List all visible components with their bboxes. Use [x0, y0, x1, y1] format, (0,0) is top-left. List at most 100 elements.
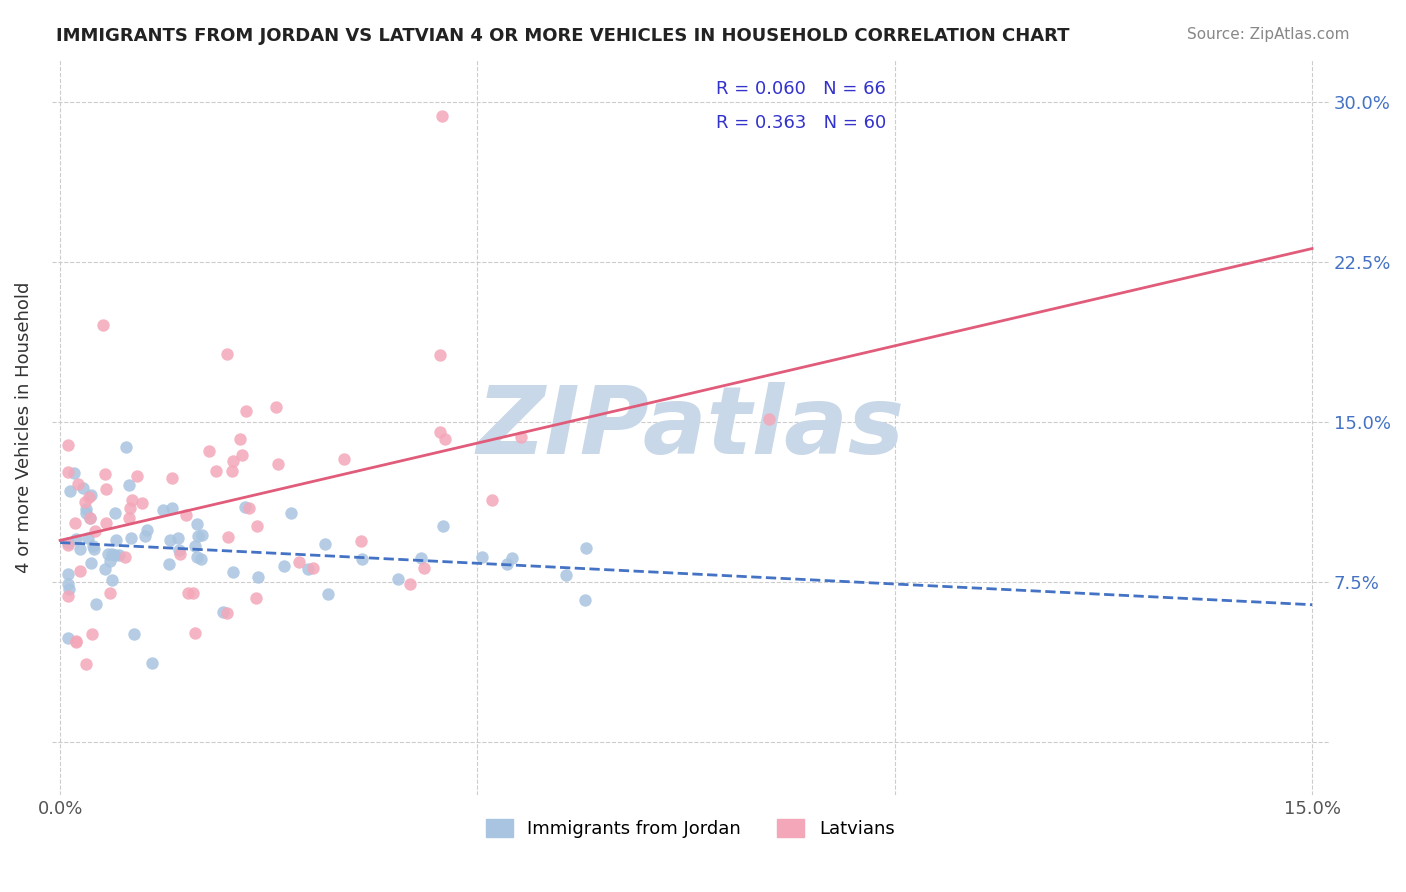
- Point: [94, 562, 117, 576]
- Point: [301, 560, 323, 574]
- Point: [190, 552, 212, 566]
- Point: [58, 576, 80, 591]
- Point: [79, 488, 101, 502]
- Point: [229, 432, 252, 446]
- Point: [187, 529, 209, 543]
- Text: IMMIGRANTS FROM JORDAN VS LATVIAN 4 OR MORE VEHICLES IN HOUSEHOLD CORRELATION CH: IMMIGRANTS FROM JORDAN VS LATVIAN 4 OR M…: [56, 27, 1070, 45]
- Point: [177, 586, 200, 600]
- Point: [58, 465, 80, 479]
- Point: [212, 605, 235, 619]
- Point: [238, 500, 260, 515]
- Point: [75, 502, 97, 516]
- Point: [83, 524, 105, 538]
- Point: [174, 508, 197, 522]
- Point: [101, 547, 124, 561]
- Point: [432, 519, 454, 533]
- Point: [69, 564, 91, 578]
- Point: [231, 449, 253, 463]
- Point: [169, 547, 191, 561]
- Point: [96, 482, 118, 496]
- Point: [65, 635, 87, 649]
- Text: ZIPatlas: ZIPatlas: [477, 382, 904, 474]
- Point: [222, 453, 245, 467]
- Point: [58, 589, 80, 603]
- Point: [184, 539, 207, 553]
- Point: [115, 440, 138, 454]
- Point: [318, 587, 340, 601]
- Point: [217, 347, 239, 361]
- Point: [80, 627, 103, 641]
- Point: [98, 586, 121, 600]
- Point: [429, 425, 451, 440]
- Point: [186, 517, 208, 532]
- Point: [63, 516, 86, 530]
- Point: [352, 552, 374, 566]
- Point: [97, 547, 120, 561]
- Point: [495, 557, 517, 571]
- Point: [75, 507, 97, 521]
- Point: [575, 541, 598, 555]
- Point: [162, 471, 184, 485]
- Point: [152, 503, 174, 517]
- Point: [65, 634, 87, 648]
- Text: R = 0.060   N = 66: R = 0.060 N = 66: [716, 80, 886, 98]
- Point: [58, 535, 80, 549]
- Point: [72, 481, 94, 495]
- Point: [264, 401, 287, 415]
- Point: [58, 538, 80, 552]
- Point: [104, 507, 127, 521]
- Point: [430, 109, 453, 123]
- Point: [59, 483, 82, 498]
- Point: [413, 561, 436, 575]
- Point: [273, 558, 295, 573]
- Point: [83, 542, 105, 557]
- Point: [58, 567, 80, 582]
- Point: [280, 506, 302, 520]
- Point: [114, 549, 136, 564]
- Point: [245, 591, 267, 605]
- Text: Source: ZipAtlas.com: Source: ZipAtlas.com: [1187, 27, 1350, 42]
- Point: [104, 549, 127, 563]
- Point: [159, 533, 181, 547]
- Point: [204, 464, 226, 478]
- Point: [233, 500, 256, 515]
- Legend: Immigrants from Jordan, Latvians: Immigrants from Jordan, Latvians: [478, 812, 901, 846]
- Point: [434, 432, 457, 446]
- Point: [191, 527, 214, 541]
- Point: [63, 466, 86, 480]
- Point: [481, 493, 503, 508]
- Point: [125, 469, 148, 483]
- Point: [387, 572, 409, 586]
- Point: [118, 511, 141, 525]
- Point: [96, 516, 118, 531]
- Point: [198, 444, 221, 458]
- Point: [82, 539, 104, 553]
- Point: [122, 626, 145, 640]
- Point: [235, 404, 257, 418]
- Point: [84, 597, 107, 611]
- Point: [501, 551, 523, 566]
- Point: [136, 523, 159, 537]
- Point: [246, 570, 269, 584]
- Point: [350, 534, 373, 549]
- Point: [101, 573, 124, 587]
- Point: [409, 551, 432, 566]
- Point: [221, 464, 243, 478]
- Point: [246, 519, 269, 533]
- Point: [75, 657, 97, 672]
- Point: [120, 531, 142, 545]
- Point: [186, 549, 208, 564]
- Point: [141, 656, 163, 670]
- Point: [79, 490, 101, 504]
- Text: R = 0.363   N = 60: R = 0.363 N = 60: [716, 114, 886, 132]
- Point: [167, 543, 190, 558]
- Point: [222, 565, 245, 579]
- Point: [98, 554, 121, 568]
- Point: [181, 586, 204, 600]
- Point: [80, 556, 103, 570]
- Point: [217, 607, 239, 621]
- Point: [574, 593, 596, 607]
- Point: [266, 457, 288, 471]
- Point: [121, 492, 143, 507]
- Point: [297, 561, 319, 575]
